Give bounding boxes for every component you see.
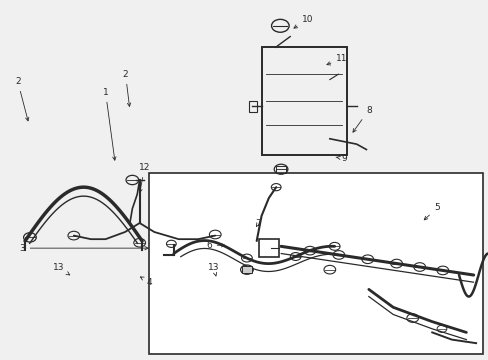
Text: 1: 1 — [102, 87, 116, 160]
Text: 11: 11 — [326, 54, 347, 65]
Text: 2: 2 — [15, 77, 29, 121]
Text: 5: 5 — [424, 203, 439, 220]
Bar — [249, 101, 256, 112]
Text: 3: 3 — [20, 244, 25, 253]
Text: 2: 2 — [122, 70, 130, 107]
Text: 13: 13 — [207, 264, 219, 276]
Text: 6: 6 — [205, 241, 224, 250]
Bar — [276, 166, 285, 173]
Text: 12: 12 — [139, 163, 150, 193]
Text: 7: 7 — [255, 219, 261, 228]
Text: 9: 9 — [335, 154, 346, 163]
Bar — [149, 173, 483, 354]
Text: 10: 10 — [293, 15, 313, 28]
Text: 13: 13 — [52, 264, 70, 275]
Text: 8: 8 — [352, 105, 371, 132]
Bar — [242, 266, 251, 273]
Text: 4: 4 — [140, 277, 152, 287]
Bar — [259, 239, 278, 257]
